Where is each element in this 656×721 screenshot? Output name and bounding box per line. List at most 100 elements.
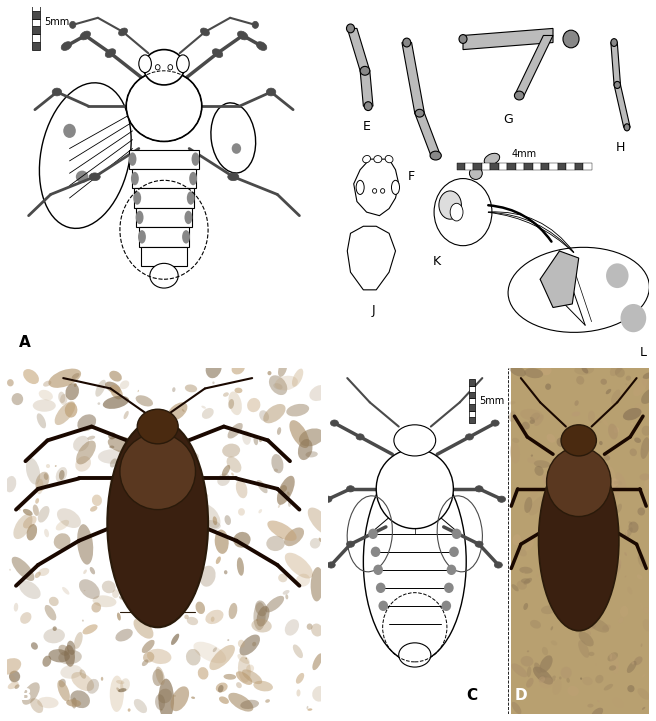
Ellipse shape <box>298 439 312 460</box>
Bar <box>139 227 189 247</box>
Ellipse shape <box>586 523 590 526</box>
Ellipse shape <box>110 459 117 467</box>
Ellipse shape <box>529 496 545 516</box>
Ellipse shape <box>10 674 16 681</box>
Polygon shape <box>611 43 621 85</box>
Ellipse shape <box>551 676 556 682</box>
Ellipse shape <box>607 492 611 495</box>
Ellipse shape <box>520 567 533 574</box>
Ellipse shape <box>558 482 566 489</box>
Ellipse shape <box>19 580 41 599</box>
Ellipse shape <box>189 172 197 185</box>
Ellipse shape <box>14 603 18 611</box>
Ellipse shape <box>288 501 291 507</box>
Ellipse shape <box>44 473 49 480</box>
Ellipse shape <box>611 389 621 404</box>
Ellipse shape <box>624 124 630 131</box>
Ellipse shape <box>581 430 591 441</box>
Ellipse shape <box>491 420 499 426</box>
Ellipse shape <box>266 536 285 551</box>
Ellipse shape <box>308 508 333 536</box>
Ellipse shape <box>555 678 557 680</box>
Bar <box>533 164 541 169</box>
Ellipse shape <box>137 410 178 444</box>
Text: J: J <box>371 304 375 317</box>
Ellipse shape <box>605 478 619 488</box>
Ellipse shape <box>87 679 99 694</box>
Ellipse shape <box>110 371 122 381</box>
Ellipse shape <box>526 678 533 688</box>
Ellipse shape <box>138 390 139 392</box>
Ellipse shape <box>509 366 526 376</box>
Ellipse shape <box>120 678 130 691</box>
Ellipse shape <box>542 546 548 551</box>
Bar <box>511 368 649 714</box>
Ellipse shape <box>546 584 549 588</box>
Polygon shape <box>415 113 441 156</box>
Ellipse shape <box>52 627 57 631</box>
Ellipse shape <box>539 451 619 631</box>
Ellipse shape <box>539 676 545 683</box>
Ellipse shape <box>546 434 556 443</box>
Ellipse shape <box>77 415 96 431</box>
Ellipse shape <box>201 28 209 36</box>
Ellipse shape <box>287 492 290 495</box>
Ellipse shape <box>227 639 229 641</box>
Ellipse shape <box>31 642 38 650</box>
Ellipse shape <box>167 593 174 601</box>
Ellipse shape <box>176 498 190 512</box>
Ellipse shape <box>604 455 610 461</box>
Polygon shape <box>347 226 396 290</box>
Ellipse shape <box>268 521 297 541</box>
Ellipse shape <box>523 603 528 610</box>
Ellipse shape <box>224 515 231 525</box>
Ellipse shape <box>205 610 224 624</box>
Ellipse shape <box>5 476 16 492</box>
Ellipse shape <box>92 596 117 607</box>
Text: G: G <box>503 113 513 126</box>
Ellipse shape <box>277 427 281 435</box>
Bar <box>575 164 583 169</box>
Ellipse shape <box>26 458 40 485</box>
Ellipse shape <box>582 366 588 373</box>
Ellipse shape <box>90 567 95 575</box>
Ellipse shape <box>630 448 637 456</box>
Ellipse shape <box>203 492 209 497</box>
Ellipse shape <box>218 685 224 693</box>
Ellipse shape <box>184 614 189 619</box>
Ellipse shape <box>588 652 594 656</box>
Ellipse shape <box>39 83 131 229</box>
Ellipse shape <box>380 189 384 193</box>
Bar <box>470 392 475 398</box>
Ellipse shape <box>164 453 199 477</box>
Ellipse shape <box>531 454 533 456</box>
Ellipse shape <box>563 30 579 48</box>
Text: D: D <box>514 689 527 704</box>
Ellipse shape <box>23 509 33 516</box>
Ellipse shape <box>626 376 631 381</box>
Ellipse shape <box>228 173 239 181</box>
Ellipse shape <box>236 682 242 688</box>
Ellipse shape <box>475 541 483 547</box>
Ellipse shape <box>643 372 653 379</box>
Ellipse shape <box>12 557 34 581</box>
Ellipse shape <box>215 529 229 554</box>
Ellipse shape <box>610 653 619 673</box>
Bar <box>482 164 490 169</box>
Ellipse shape <box>642 448 644 450</box>
Ellipse shape <box>202 520 220 530</box>
Ellipse shape <box>238 640 245 647</box>
Ellipse shape <box>530 487 538 499</box>
Ellipse shape <box>238 657 251 683</box>
Ellipse shape <box>187 617 198 625</box>
Ellipse shape <box>45 605 56 621</box>
Ellipse shape <box>615 368 625 378</box>
Ellipse shape <box>581 461 590 474</box>
Bar <box>31 11 39 19</box>
Ellipse shape <box>615 665 619 669</box>
Ellipse shape <box>278 574 287 583</box>
Ellipse shape <box>120 433 195 510</box>
Ellipse shape <box>552 679 562 695</box>
Ellipse shape <box>39 390 53 400</box>
Polygon shape <box>614 85 630 128</box>
